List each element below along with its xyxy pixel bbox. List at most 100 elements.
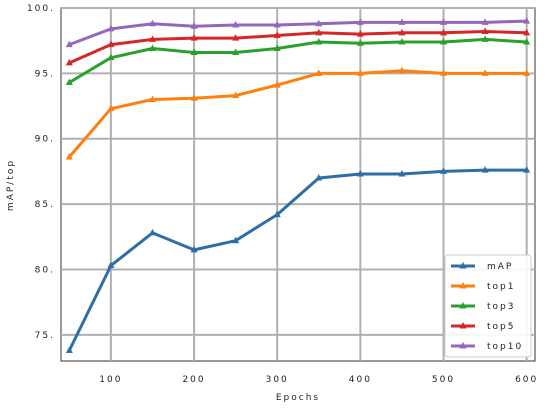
legend-label: mAP: [487, 262, 513, 272]
series-line: [68, 19, 527, 47]
data-point: [190, 245, 198, 253]
data-point: [190, 48, 198, 55]
data-point: [315, 173, 323, 181]
data-point: [398, 66, 406, 74]
data-point: [232, 48, 240, 55]
data-point: [523, 28, 531, 36]
data-point: [440, 37, 448, 45]
series-line: [67, 168, 527, 352]
x-tick-label: 200: [182, 375, 205, 385]
data-point: [232, 20, 240, 28]
legend-item: top1: [451, 282, 515, 292]
data-point: [356, 30, 364, 37]
series-top10: [65, 17, 531, 48]
legend-label: top5: [487, 322, 515, 332]
legend-label: top1: [487, 282, 515, 292]
y-tick-label: 95.: [35, 69, 55, 79]
data-point: [273, 44, 281, 52]
data-point: [398, 18, 406, 25]
x-axis-label: Epochs: [276, 393, 320, 403]
y-tick-label: 80.: [35, 265, 55, 275]
data-point: [315, 28, 323, 36]
data-point: [65, 78, 73, 86]
series-line: [68, 69, 527, 158]
data-point: [273, 210, 281, 218]
data-point: [315, 37, 323, 45]
legend: mAP top1 top3 top5 top10: [444, 254, 532, 358]
x-tick-label: 400: [349, 375, 372, 385]
data-point: [65, 58, 73, 66]
series-layer: [65, 17, 531, 354]
y-tick-label: 75.: [35, 331, 55, 341]
data-point: [440, 69, 448, 76]
data-point: [107, 104, 115, 112]
data-point: [481, 69, 489, 76]
data-point: [356, 39, 364, 46]
data-point: [148, 95, 156, 103]
legend-label: top3: [487, 302, 515, 312]
data-point: [523, 37, 531, 45]
data-point: [481, 166, 489, 173]
data-point: [440, 167, 448, 174]
legend-marker: [459, 302, 467, 309]
data-point: [148, 35, 156, 42]
legend-marker: [459, 322, 467, 329]
legend-label: top10: [487, 342, 523, 352]
data-point: [190, 22, 198, 29]
data-point: [232, 236, 240, 244]
data-point: [440, 28, 448, 36]
legend-item: top10: [451, 342, 523, 352]
y-axis-label: mAP/top: [6, 159, 16, 211]
data-point: [356, 170, 364, 177]
series-line: [68, 30, 527, 65]
x-tick-label: 300: [266, 375, 289, 385]
data-point: [65, 153, 73, 160]
y-tick-label: 90.: [35, 135, 55, 145]
x-tick-label: 500: [432, 375, 455, 385]
series-line: [68, 37, 527, 84]
series-top3: [65, 35, 531, 86]
data-point: [232, 34, 240, 41]
data-point: [481, 18, 489, 25]
data-point: [356, 69, 364, 76]
data-point: [398, 28, 406, 36]
series-top1: [65, 66, 531, 160]
data-point: [356, 18, 364, 25]
data-point: [107, 53, 115, 61]
data-point: [107, 40, 115, 48]
data-point: [273, 81, 281, 88]
data-point: [190, 94, 198, 101]
legend-item: top5: [451, 322, 515, 332]
data-point: [523, 17, 531, 24]
data-point: [481, 35, 489, 42]
legend-item: top3: [451, 302, 515, 312]
data-point: [148, 228, 156, 236]
data-point: [148, 19, 156, 27]
legend-item: mAP: [451, 262, 513, 272]
data-point: [398, 37, 406, 45]
legend-marker: [459, 282, 467, 289]
data-point: [107, 261, 115, 269]
x-tick-label: 100: [99, 375, 122, 385]
data-point: [65, 40, 73, 48]
data-point: [65, 346, 73, 354]
data-point: [440, 18, 448, 25]
tick-labels: 100 200 300 400 500 600 75. 80. 85. 90. 95. 100.: [27, 4, 538, 385]
data-point: [398, 170, 406, 177]
data-point: [523, 69, 531, 76]
legend-frame: [444, 254, 532, 358]
legend-marker: [459, 262, 467, 269]
data-point: [315, 69, 323, 76]
y-tick-label: 100.: [27, 4, 55, 14]
y-tick-label: 85.: [35, 200, 55, 210]
data-point: [190, 34, 198, 41]
data-point: [232, 91, 240, 99]
data-point: [148, 44, 156, 52]
x-tick-label: 600: [515, 375, 538, 385]
data-point: [107, 24, 115, 32]
series-top5: [65, 27, 531, 66]
data-point: [315, 19, 323, 27]
series-mAP: [65, 166, 531, 354]
data-point: [481, 27, 489, 35]
